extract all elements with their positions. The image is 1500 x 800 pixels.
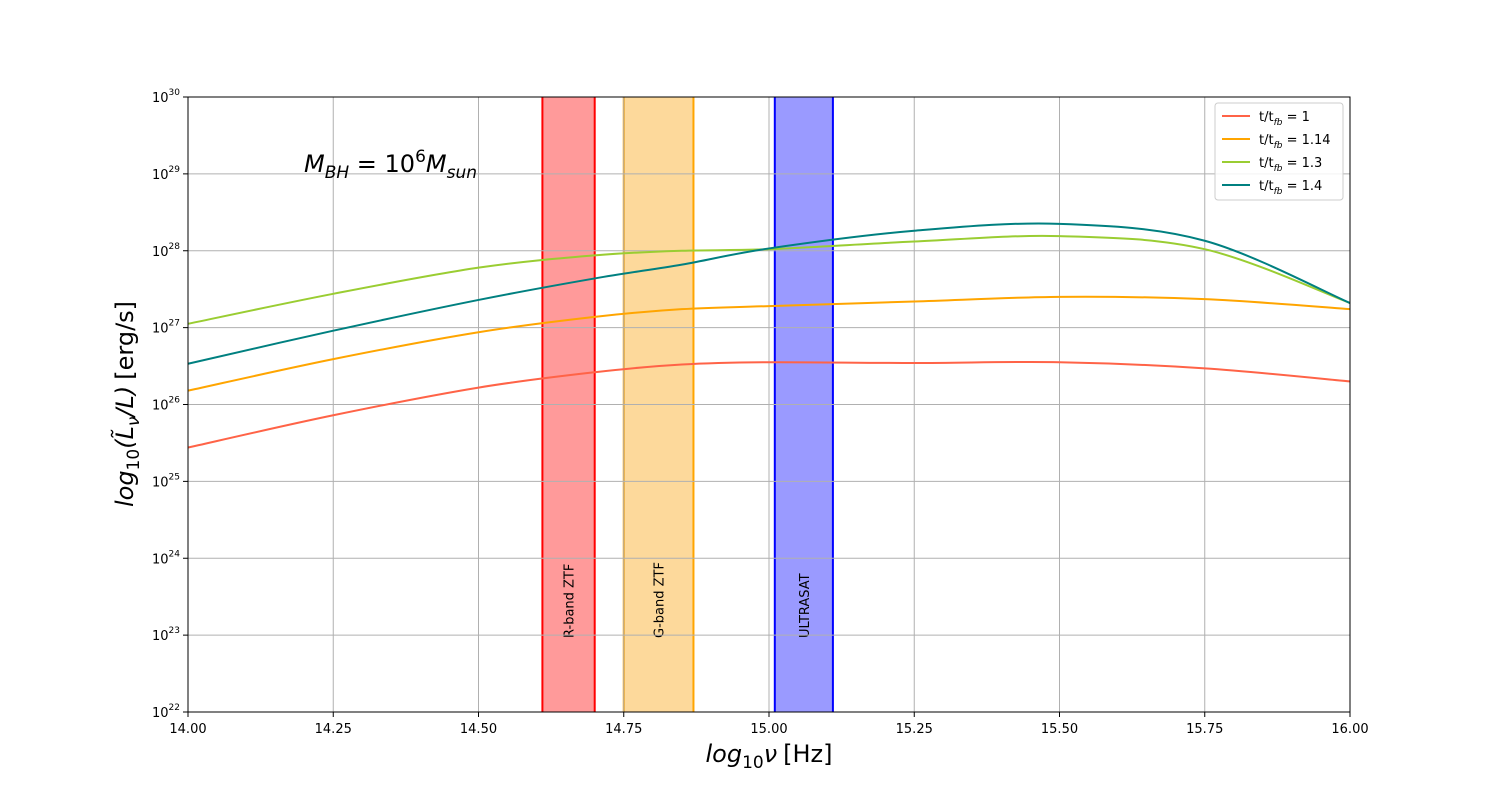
y-tick-label-6: 1028	[152, 242, 180, 260]
x-tick-label-1: 14.25	[315, 722, 352, 737]
series-line-0	[187, 360, 1351, 449]
x-tick-label-0: 14.00	[169, 722, 206, 737]
y-tick-label-1: 1023	[152, 626, 180, 644]
y-tick-label-8: 1030	[152, 88, 180, 106]
x-axis-title: log10ν [Hz]	[705, 740, 832, 773]
series-line-2	[187, 234, 1351, 325]
axis-ticks: 14.00 14.25 14.50 14.75 15.00 15.25 15.50 15.75…	[152, 88, 1369, 737]
x-tick-label-3: 14.75	[605, 722, 642, 737]
y-tick-label-3: 1025	[152, 472, 180, 490]
x-tick-label-7: 15.75	[1186, 722, 1223, 737]
series-line-3	[187, 222, 1351, 365]
mass-annotation: MBH = 106Msun	[304, 147, 477, 183]
y-tick-label-7: 1029	[152, 165, 180, 183]
legend: t/tfb = 1 t/tfb = 1.14 t/tfb = 1.3 t/tfb = …	[1214, 102, 1344, 201]
band-label-0: R-band ZTF	[563, 564, 578, 638]
x-tick-label-8: 16.00	[1331, 722, 1368, 737]
y-axis-title: log10(L̃ν/L)[erg/s]	[111, 301, 144, 507]
band-label-1: G-band ZTF	[653, 562, 668, 638]
grid	[187, 96, 1351, 713]
y-tick-label-4: 1026	[152, 396, 180, 414]
series-lines	[187, 222, 1351, 449]
y-tick-label-5: 1027	[152, 319, 180, 337]
legend-frame	[1214, 102, 1344, 201]
x-tick-label-5: 15.25	[896, 722, 933, 737]
band-label-2: ULTRASAT	[798, 573, 813, 638]
x-tick-label-2: 14.50	[460, 722, 497, 737]
series-line-1	[187, 295, 1351, 392]
legend-label-1: t/tfb = 1.14	[1259, 133, 1331, 151]
legend-label-3: t/tfb = 1.4	[1259, 179, 1322, 197]
x-tick-label-4: 15.00	[750, 722, 787, 737]
y-tick-label-0: 1022	[152, 703, 180, 721]
legend-label-0: t/tfb = 1	[1259, 110, 1310, 128]
y-tick-label-2: 1024	[152, 549, 180, 567]
x-tick-label-6: 15.50	[1041, 722, 1078, 737]
legend-label-2: t/tfb = 1.3	[1259, 156, 1322, 174]
